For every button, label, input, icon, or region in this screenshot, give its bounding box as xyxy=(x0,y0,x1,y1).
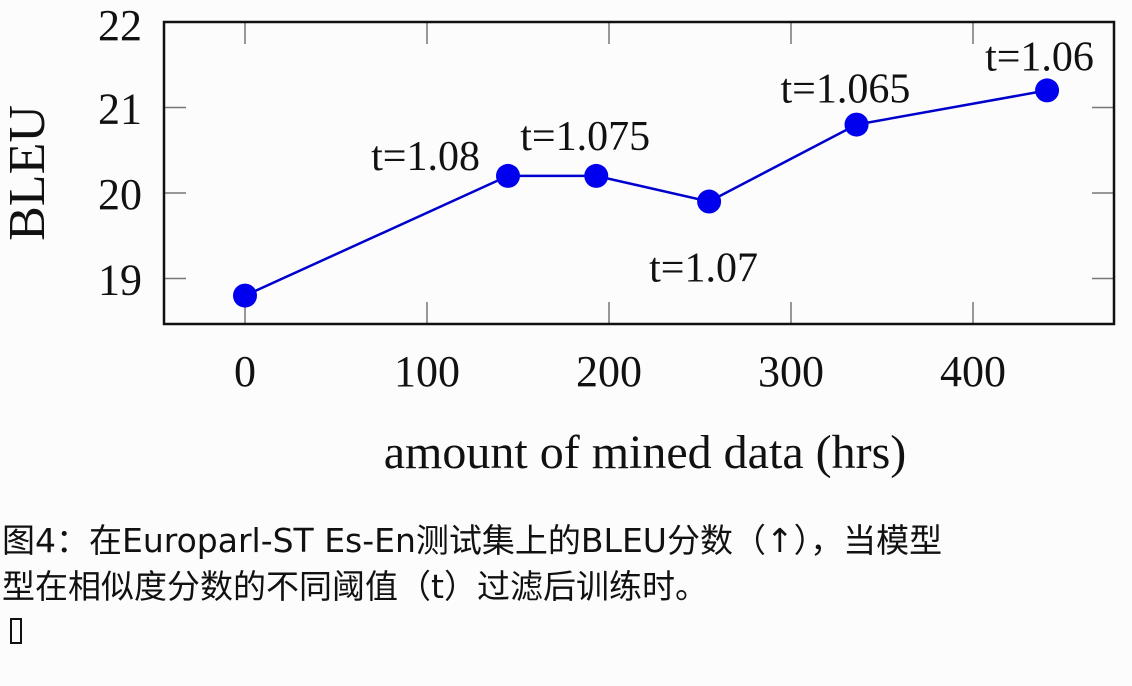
data-point-marker xyxy=(495,163,520,188)
y-tick-label: 21 xyxy=(98,85,142,134)
data-point-marker xyxy=(584,163,609,188)
caption-line-2: 型在相似度分数的不同阈值（t）过滤后训练时。 xyxy=(2,567,708,606)
y-axis-label: BLEU xyxy=(0,105,56,241)
y-tick-label: 19 xyxy=(98,256,142,305)
x-axis-label: amount of mined data (hrs) xyxy=(384,426,907,479)
point-annotation: t=1.06 xyxy=(985,34,1094,80)
x-tick-label: 200 xyxy=(576,347,642,396)
x-tick-label: 300 xyxy=(758,347,824,396)
x-tick-label: 400 xyxy=(940,347,1006,396)
x-tick-label: 0 xyxy=(234,347,256,396)
data-point-marker xyxy=(844,112,869,137)
data-point-marker xyxy=(233,283,257,308)
y-tick-label: 20 xyxy=(98,170,142,219)
point-annotations: t=1.08 t=1.075 t=1.07 t=1.065 t=1.06 xyxy=(371,34,1094,291)
missing-glyph-box xyxy=(10,618,22,644)
point-annotation: t=1.075 xyxy=(520,114,650,160)
figure-caption: 图4：在Europarl-ST Es-En测试集上的BLEU分数（↑），当模型 … xyxy=(2,518,1122,610)
data-point-marker xyxy=(1035,78,1060,103)
axis-ticks xyxy=(164,22,1114,324)
series-line xyxy=(244,89,1048,297)
caption-line-1: 图4：在Europarl-ST Es-En测试集上的BLEU分数（↑），当模型 xyxy=(2,521,943,560)
point-annotation: t=1.065 xyxy=(781,67,911,113)
data-point-marker xyxy=(697,189,722,214)
x-tick-labels: 0 100 200 300 400 xyxy=(234,347,1006,396)
point-annotation: t=1.07 xyxy=(649,246,758,292)
point-annotation: t=1.08 xyxy=(371,134,480,180)
plot-frame xyxy=(162,20,1116,326)
x-tick-label: 100 xyxy=(394,347,460,396)
y-tick-label: 22 xyxy=(98,1,142,50)
data-markers xyxy=(233,78,1060,308)
y-tick-labels: 19 20 21 22 xyxy=(98,1,142,305)
